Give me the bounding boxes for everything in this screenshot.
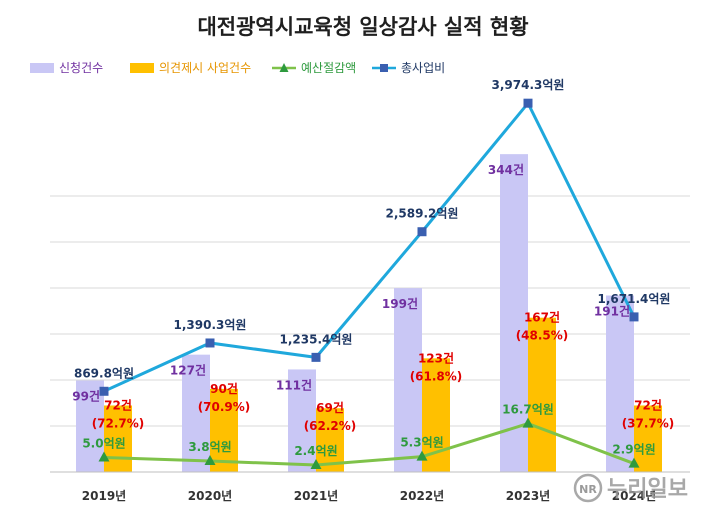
legend-label: 총사업비	[401, 61, 445, 75]
data-label-opinions-percent: (61.8%)	[410, 369, 463, 383]
marker-total-cost	[311, 352, 321, 362]
data-label-opinions-percent: (48.5%)	[516, 329, 569, 343]
data-label-budget-savings: 5.0억원	[82, 437, 125, 451]
x-tick-label: 2024년	[612, 489, 656, 503]
watermark-logo-symbol: NR	[579, 483, 597, 496]
watermark: NR 누리일보	[573, 473, 688, 503]
legend-marker	[279, 63, 289, 72]
legend-swatch	[30, 63, 54, 73]
x-tick-label: 2022년	[400, 489, 444, 503]
bar-applications	[76, 380, 104, 472]
chart-title: 대전광역시교육청 일상감사 실적 현황	[197, 15, 528, 39]
legend-label: 예산절감액	[301, 61, 356, 75]
data-label-opinions: 123건	[418, 350, 454, 365]
bar-opinions	[316, 408, 344, 472]
legend-marker	[380, 64, 388, 72]
bar-applications	[182, 354, 210, 472]
data-label-opinions-percent: (72.7%)	[92, 416, 145, 430]
data-label-budget-savings: 2.9억원	[612, 443, 655, 457]
x-axis: 2019년 2020년 2021년 2022년 2023년 2024년	[50, 471, 690, 503]
x-tick-label: 2021년	[294, 489, 338, 503]
watermark-text: 누리일보	[607, 477, 688, 502]
data-label-total-cost: 1,390.3억원	[174, 318, 247, 332]
data-label-opinions: 72건	[104, 397, 132, 412]
data-label-budget-savings: 2.4억원	[294, 444, 337, 458]
data-label-total-cost: 869.8억원	[74, 366, 134, 380]
line-budget-savings	[103, 421, 635, 467]
data-label-opinions: 167건	[524, 310, 560, 325]
marker-total-cost	[417, 227, 427, 237]
bars	[76, 154, 662, 473]
x-tick-label: 2019년	[82, 489, 126, 503]
marker-budget-savings	[416, 450, 428, 461]
lines	[98, 98, 640, 470]
marker-budget-savings	[628, 457, 640, 468]
legend-swatch	[130, 63, 154, 73]
data-label-applications: 99건	[72, 389, 100, 404]
data-label-total-cost: 3,974.3억원	[492, 78, 565, 92]
data-label-total-cost: 2,589.2억원	[386, 207, 459, 221]
data-label-budget-savings: 16.7억원	[502, 403, 554, 417]
legend-label: 신청건수	[59, 61, 103, 75]
bar-opinions	[528, 317, 556, 472]
marker-budget-savings	[204, 454, 216, 465]
data-label-opinions-percent: (62.2%)	[304, 419, 357, 433]
line-total-cost	[103, 100, 636, 393]
data-label-total-cost: 1,671.4억원	[598, 292, 671, 306]
bar-applications	[394, 288, 422, 472]
data-label-applications: 127건	[170, 363, 206, 378]
x-tick-label: 2020년	[188, 489, 232, 503]
marker-budget-savings	[310, 459, 322, 470]
gridlines	[50, 195, 690, 427]
data-label-opinions: 90건	[210, 381, 238, 396]
x-tick-label: 2023년	[506, 489, 550, 503]
bar-opinions	[634, 405, 662, 472]
marker-budget-savings	[98, 451, 110, 462]
data-label-opinions: 69건	[316, 400, 344, 415]
legend-label: 의견제시 사업건수	[159, 61, 251, 75]
data-label-total-cost: 1,235.4억원	[280, 332, 353, 346]
data-label-opinions-percent: (37.7%)	[622, 416, 675, 430]
data-label-budget-savings: 3.8억원	[188, 440, 231, 454]
data-label-opinions: 72건	[634, 397, 662, 412]
data-label-opinions-percent: (70.9%)	[198, 400, 251, 414]
marker-total-cost	[629, 312, 639, 322]
data-label-applications: 199건	[382, 296, 418, 311]
legend: 신청건수 의견제시 사업건수 예산절감액 총사업비	[30, 61, 445, 75]
watermark-logo-icon	[573, 473, 603, 503]
data-label-applications: 191건	[594, 304, 630, 319]
data-label-applications: 344건	[488, 162, 524, 177]
marker-total-cost	[99, 386, 109, 396]
bar-applications	[500, 154, 528, 473]
bar-applications	[288, 369, 316, 472]
marker-total-cost	[205, 338, 215, 348]
data-label-applications: 111건	[276, 377, 312, 392]
bar-opinions	[210, 388, 238, 472]
data-labels: 99건 72건 (72.7%) 5.0억원 869.8억원 127건 90건 (70.9%) 3…	[72, 78, 674, 458]
marker-total-cost	[523, 98, 533, 108]
data-label-budget-savings: 5.3억원	[400, 436, 443, 450]
bar-applications	[606, 295, 634, 472]
marker-budget-savings	[522, 417, 534, 428]
